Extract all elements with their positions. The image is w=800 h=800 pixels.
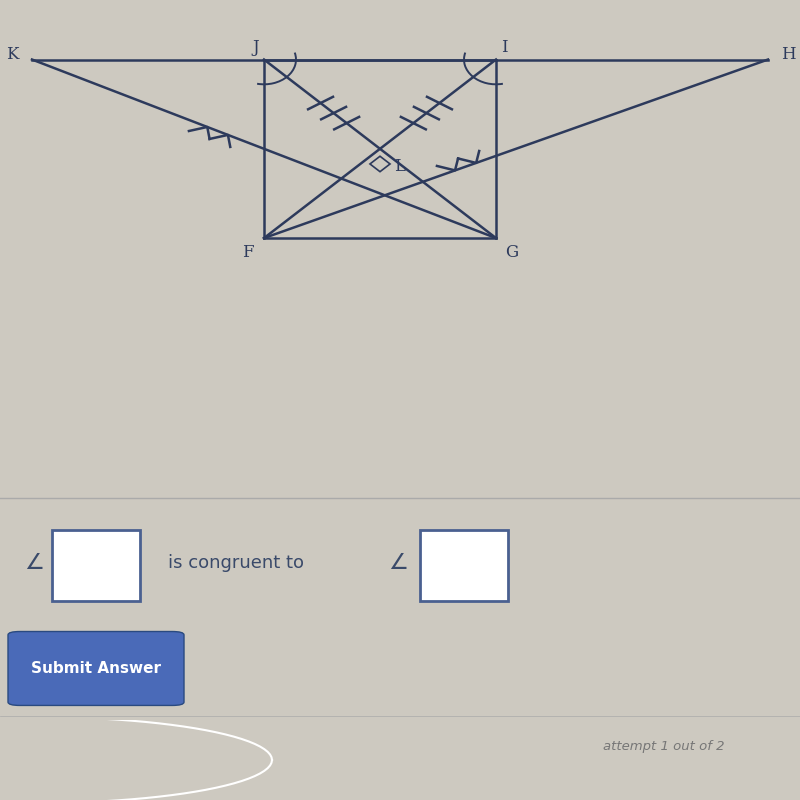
Text: attempt 1 out of 2: attempt 1 out of 2 [603,740,725,754]
Text: is congruent to: is congruent to [168,554,304,572]
Text: K: K [6,46,18,63]
Text: I: I [501,38,507,56]
Text: Submit Answer: Submit Answer [31,661,161,676]
FancyBboxPatch shape [8,631,184,706]
Text: F: F [242,245,254,262]
FancyBboxPatch shape [52,530,140,602]
Text: ∠: ∠ [24,554,44,573]
Text: G: G [506,245,518,262]
FancyBboxPatch shape [420,530,508,602]
Text: L: L [394,158,406,174]
Text: H: H [781,46,795,63]
Text: J: J [253,38,259,56]
Text: ∠: ∠ [388,554,408,573]
